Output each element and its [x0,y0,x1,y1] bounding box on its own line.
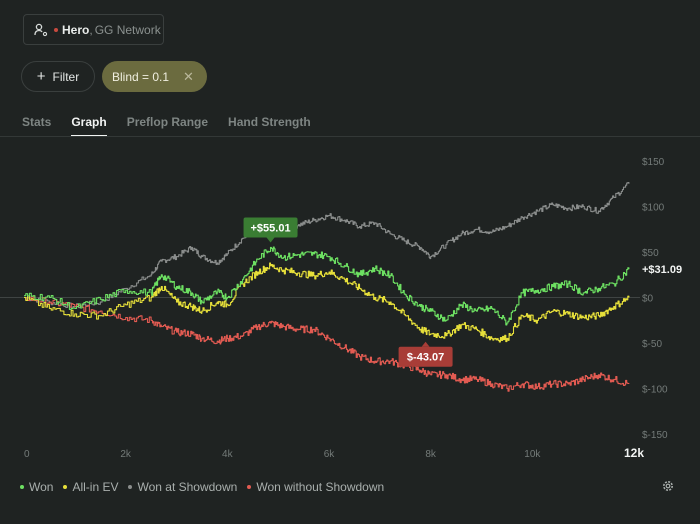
player-network: GG Network [94,22,161,37]
tab-divider [0,136,700,137]
y-tick-label: $50 [642,248,659,259]
profit-graph[interactable]: $150 $100 $50 $0 $-50 $-100 $-150 0 2k 4k 6k 8k 10k 1… [0,150,700,470]
plus-icon: + [36,68,46,85]
annotation-pointer-1 [421,341,430,347]
series-line-won-at-showdown [24,182,630,309]
y-tick-label: $150 [642,157,665,168]
legend-dot-won-at-showdown [128,485,133,489]
legend-dot-all-in-ev [63,485,68,489]
blind-filter-label: Blind = 0.1 [112,69,170,84]
legend-label-won-at-showdown: Won at Showdown [137,480,238,494]
chart-legend: Won All-in EV Won at Showdown Won withou… [20,480,394,494]
x-tick-label: 4k [222,449,234,460]
annotation-box-1 [398,346,453,367]
legend-item-won[interactable]: Won [20,480,53,494]
legend-item-all-in-ev[interactable]: All-in EV [63,480,118,494]
series-line-all-in-ev [24,262,630,343]
tab-preflop-range[interactable]: Preflop Range [126,115,209,129]
legend-dot-won [20,485,24,489]
y-tick-label: $0 [642,294,654,305]
legend-label-won-without-showdown: Won without Showdown [256,480,385,494]
network-indicator [54,27,58,32]
annotation-label-0: +$55.01 [251,222,291,234]
y-tick-label: $100 [642,203,665,214]
y-tick-label: $-150 [642,430,668,441]
legend-label-all-in-ev: All-in EV [72,480,119,494]
series-line-won-without-showdown [24,296,630,392]
annotation-label-1: $-43.07 [407,352,444,364]
tab-stats[interactable]: Stats [22,115,52,129]
filter-button[interactable]: + Filter [21,61,95,92]
x-tick-label: 6k [324,449,336,460]
filter-label: Filter [52,69,80,84]
x-tick-label: 2k [120,449,132,460]
annotation-box-0 [243,217,298,238]
player-name: Hero [62,22,90,37]
legend-item-won-at-showdown[interactable]: Won at Showdown [128,480,237,494]
x-tick-label: 8k [425,449,437,460]
y-tick-label: $-50 [642,339,662,350]
legend-dot-won-without-showdown [247,485,252,489]
gear-icon[interactable] [661,479,675,493]
player-selector[interactable]: Hero , GG Network [23,14,164,45]
series-line-won [24,246,630,326]
legend-label-won: Won [29,480,54,494]
user-settings-icon [34,23,48,36]
blind-filter-chip[interactable]: Blind = 0.1 ✕ [102,61,207,92]
player-separator: , [89,22,93,37]
x-tick-label: 12k [624,446,644,460]
legend-item-won-without-showdown[interactable]: Won without Showdown [247,480,384,494]
x-tick-label: 0 [24,449,30,460]
annotation-pointer-0 [266,237,275,243]
won-end-value-label: +$31.09 [642,264,682,276]
close-icon[interactable]: ✕ [183,68,194,84]
y-tick-label: $-100 [642,385,668,396]
x-tick-label: 10k [524,449,541,460]
tab-bar: Stats Graph Preflop Range Hand Strength [22,115,331,137]
tab-hand-strength[interactable]: Hand Strength [228,115,311,129]
tab-graph[interactable]: Graph [71,115,107,137]
